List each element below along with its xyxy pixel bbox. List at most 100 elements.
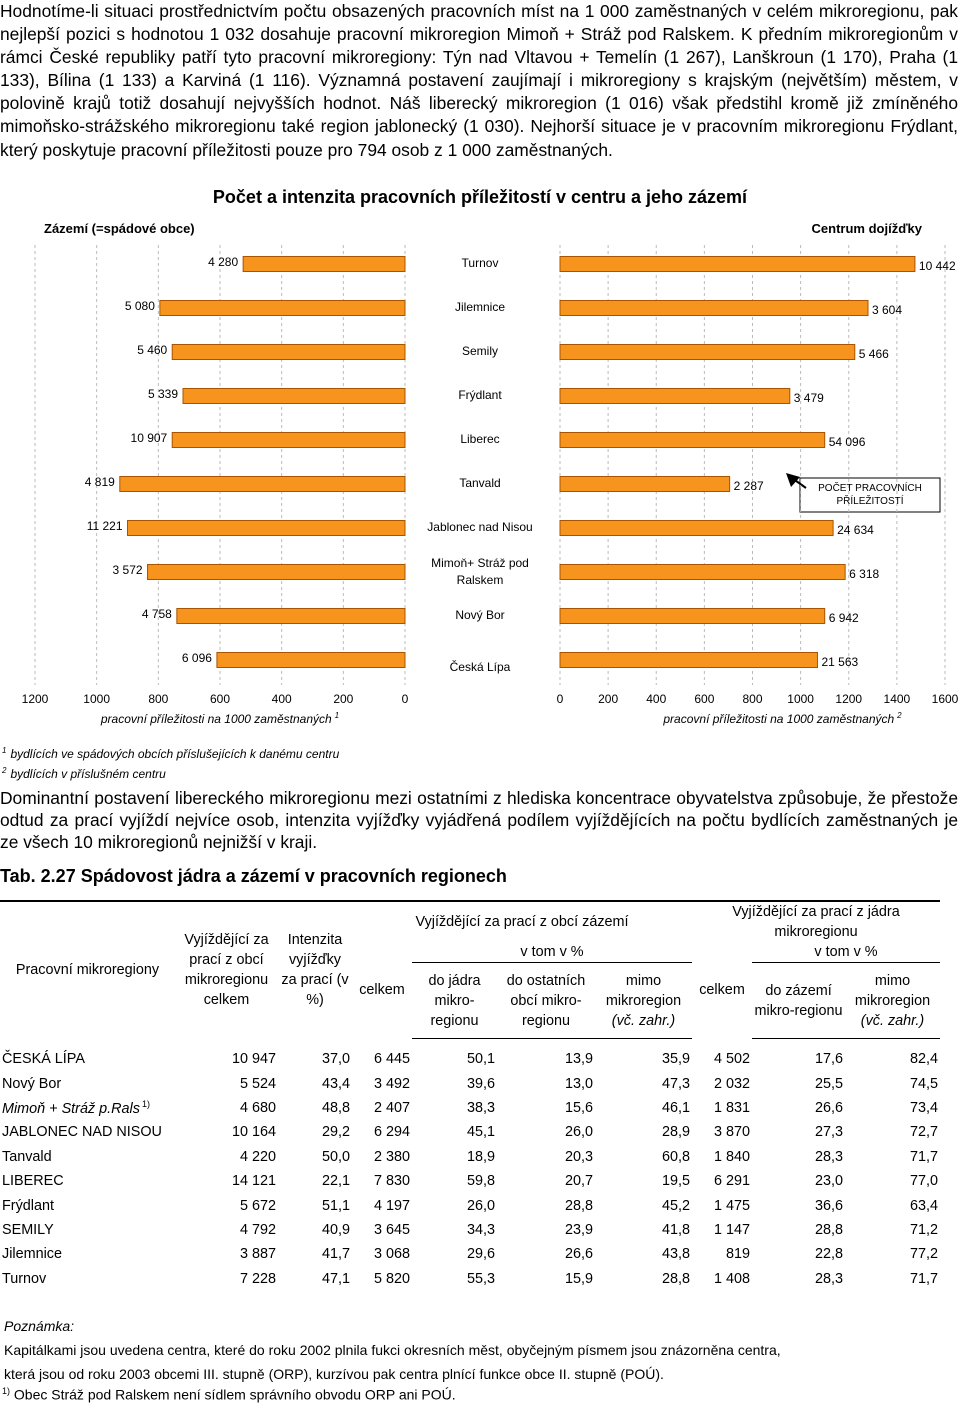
x-axis-title: pracovní příležitosti na 1000 zaměstnaný… bbox=[663, 709, 901, 726]
bar bbox=[559, 564, 846, 580]
category-label: Semily bbox=[461, 344, 498, 358]
header-cell: do zázemí mikro-regionu bbox=[752, 962, 846, 1039]
table-cell: 74,5 bbox=[910, 1075, 939, 1092]
chart-plot bbox=[34, 245, 946, 685]
row-header: JABLONEC NAD NISOU bbox=[0, 1120, 175, 1144]
table-cell: 26,6 bbox=[815, 1099, 844, 1116]
table-cell: 3 492 bbox=[373, 1075, 410, 1092]
note-footnote: 1) Obec Stráž pod Ralskem není sídlem sp… bbox=[2, 1386, 456, 1403]
table-cell: 28,3 bbox=[815, 1148, 844, 1165]
table-cell: 10 164 bbox=[231, 1124, 276, 1141]
table-row: LIBEREC 14 121 22,1 7 830 59,8 20,7 19,5 6 291 2… bbox=[0, 1169, 940, 1193]
table-cell: 1 475 bbox=[714, 1197, 751, 1214]
table-row: Turnov 7 228 47,1 5 820 55,3 15,9 28,8 1 408 28,… bbox=[0, 1267, 940, 1291]
category-label: Turnov bbox=[461, 256, 499, 270]
x-tick-label: 1000 bbox=[83, 692, 111, 706]
table-cell: 45,2 bbox=[662, 1197, 691, 1214]
paragraph: Dominantní postavení libereckého mikrore… bbox=[0, 788, 958, 852]
x-tick-label: 600 bbox=[694, 692, 715, 706]
table-cell: 15,9 bbox=[564, 1270, 593, 1287]
row-name: Nový Bor bbox=[2, 1075, 62, 1092]
table-cell: 3 068 bbox=[373, 1246, 410, 1263]
table-cell: 26,0 bbox=[564, 1124, 593, 1141]
footnote: 1 bydlících ve spádových obcích příslušej… bbox=[2, 746, 339, 761]
header-cell: do jádra mikro-regionu bbox=[412, 962, 497, 1039]
table-row: ČESKÁ LÍPA 10 947 37,0 6 445 50,1 13,9 35,9 4 5… bbox=[0, 1039, 940, 1072]
bar bbox=[559, 388, 791, 404]
bar bbox=[559, 256, 916, 272]
row-name: Jilemnice bbox=[2, 1246, 62, 1263]
x-tick-label: 400 bbox=[646, 692, 667, 706]
table-cell: 23,9 bbox=[564, 1221, 593, 1238]
note-line: která jsou od roku 2003 obcemi III. stup… bbox=[4, 1366, 664, 1382]
table-row: JABLONEC NAD NISOU 10 164 29,2 6 294 45,1 26,… bbox=[0, 1120, 940, 1144]
count-label: 3 604 bbox=[872, 303, 903, 317]
row-name: Tanvald bbox=[2, 1148, 52, 1165]
table-cell: 22,8 bbox=[815, 1246, 844, 1263]
table-cell: 2 032 bbox=[714, 1075, 751, 1092]
row-header: LIBEREC bbox=[0, 1169, 175, 1193]
count-label: 4 280 bbox=[208, 255, 239, 269]
table-cell: 34,3 bbox=[466, 1221, 495, 1238]
x-tick-label: 1000 bbox=[787, 692, 814, 706]
count-label: 6 318 bbox=[849, 567, 880, 581]
table-cell: 26,6 bbox=[564, 1246, 593, 1263]
table-cell: 7 228 bbox=[239, 1270, 276, 1287]
table-cell: 47,3 bbox=[662, 1075, 691, 1092]
category-label: Jablonec nad Nisou bbox=[427, 520, 533, 534]
table-cell: 13,9 bbox=[564, 1051, 593, 1068]
bar bbox=[171, 432, 406, 448]
category-label: Frýdlant bbox=[458, 388, 502, 402]
category-label: Tanvald bbox=[459, 476, 501, 490]
x-tick-label: 800 bbox=[742, 692, 763, 706]
note-footnote-mark: 1) bbox=[2, 1386, 11, 1396]
table-cell: 45,1 bbox=[466, 1124, 495, 1141]
table-cell: 23,0 bbox=[815, 1173, 844, 1190]
table-cell: 6 294 bbox=[373, 1124, 410, 1141]
bar bbox=[559, 300, 869, 316]
table-cell: 1 840 bbox=[714, 1148, 751, 1165]
x-tick-label: 200 bbox=[598, 692, 619, 706]
annotation-arrowhead bbox=[786, 473, 800, 487]
x-tick-label: 0 bbox=[556, 692, 564, 706]
x-axis-title-text: pracovní příležitosti na 1000 zaměstnaný… bbox=[663, 712, 895, 726]
table-cell: 5 524 bbox=[239, 1075, 276, 1092]
table-cell: 20,3 bbox=[564, 1148, 593, 1165]
bar bbox=[171, 344, 406, 360]
table-cell: 36,6 bbox=[815, 1197, 844, 1214]
table-cell: 51,1 bbox=[321, 1197, 350, 1214]
bar bbox=[119, 476, 406, 492]
category-label: Nový Bor bbox=[455, 608, 505, 622]
bar bbox=[559, 520, 834, 536]
bar bbox=[216, 652, 406, 668]
header-cell: celkem bbox=[359, 982, 405, 999]
table-cell: 7 830 bbox=[373, 1173, 410, 1190]
bar bbox=[559, 344, 856, 360]
table-row: Nový Bor 5 524 43,4 3 492 39,6 13,0 47,3 2 032 2… bbox=[0, 1071, 940, 1095]
count-label: 10 907 bbox=[130, 431, 168, 445]
table-row: Tanvald 4 220 50,0 2 380 18,9 20,3 60,8 1 840 28… bbox=[0, 1145, 940, 1169]
x-tick-label: 1200 bbox=[835, 692, 863, 706]
x-tick-label: 1200 bbox=[21, 692, 49, 706]
row-name: ČESKÁ LÍPA bbox=[2, 1050, 85, 1067]
table-cell: 1 147 bbox=[714, 1221, 751, 1238]
table-cell: 5 672 bbox=[239, 1197, 276, 1214]
row-header: SEMILY bbox=[0, 1218, 175, 1242]
bar bbox=[559, 608, 826, 624]
count-label: 4 758 bbox=[141, 607, 172, 621]
bar bbox=[127, 520, 406, 536]
table-cell: 59,8 bbox=[466, 1173, 495, 1190]
footnote-mark: 1 bbox=[2, 746, 7, 755]
x-axis-title-note: 2 bbox=[897, 711, 902, 720]
table-cell: 4 680 bbox=[239, 1099, 276, 1116]
table-body: ČESKÁ LÍPA 10 947 37,0 6 445 50,1 13,9 35,9 4 5… bbox=[0, 1039, 940, 1291]
table-row: SEMILY 4 792 40,9 3 645 34,3 23,9 41,8 1 147 28,… bbox=[0, 1218, 940, 1242]
table-cell: 82,4 bbox=[910, 1051, 939, 1068]
header-cell: v tom v % bbox=[412, 942, 693, 963]
table-cell: 4 502 bbox=[714, 1050, 751, 1067]
bar bbox=[242, 256, 406, 272]
header-cell: Vyjíždějící za prací z obcí mikroregionu… bbox=[175, 900, 278, 1039]
footnote-text: bydlících ve spádových obcích příslušejí… bbox=[10, 747, 340, 761]
annotation-box bbox=[786, 473, 941, 513]
